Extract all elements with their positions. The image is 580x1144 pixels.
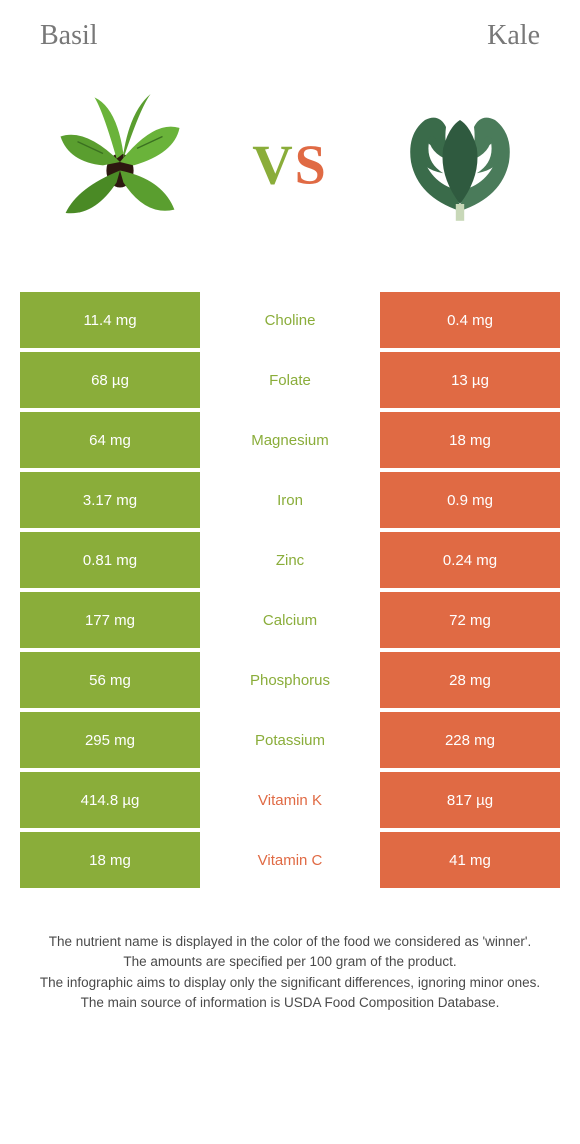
nutrient-label-cell: Vitamin K <box>200 772 380 828</box>
kale-image <box>370 72 550 252</box>
nutrient-label-cell: Calcium <box>200 592 380 648</box>
nutrient-table: 11.4 mgCholine0.4 mg68 µgFolate13 µg64 m… <box>0 292 580 888</box>
left-value-cell: 414.8 µg <box>20 772 200 828</box>
right-value-cell: 18 mg <box>380 412 560 468</box>
basil-image <box>30 72 210 252</box>
nutrient-label-cell: Potassium <box>200 712 380 768</box>
table-row: 295 mgPotassium228 mg <box>20 712 560 768</box>
left-value-cell: 56 mg <box>20 652 200 708</box>
footer-line-1: The nutrient name is displayed in the co… <box>30 932 550 952</box>
left-value-cell: 177 mg <box>20 592 200 648</box>
nutrient-label-cell: Choline <box>200 292 380 348</box>
header: Basil Kale <box>0 0 580 52</box>
table-row: 64 mgMagnesium18 mg <box>20 412 560 468</box>
left-value-cell: 64 mg <box>20 412 200 468</box>
footer-notes: The nutrient name is displayed in the co… <box>0 892 580 1043</box>
table-row: 56 mgPhosphorus28 mg <box>20 652 560 708</box>
footer-line-4: The main source of information is USDA F… <box>30 993 550 1013</box>
table-row: 11.4 mgCholine0.4 mg <box>20 292 560 348</box>
table-row: 177 mgCalcium72 mg <box>20 592 560 648</box>
left-food-title: Basil <box>40 20 98 52</box>
nutrient-label-cell: Zinc <box>200 532 380 588</box>
footer-line-2: The amounts are specified per 100 gram o… <box>30 952 550 972</box>
right-value-cell: 0.4 mg <box>380 292 560 348</box>
left-value-cell: 11.4 mg <box>20 292 200 348</box>
left-value-cell: 18 mg <box>20 832 200 888</box>
right-value-cell: 228 mg <box>380 712 560 768</box>
vs-v-letter: V <box>252 135 294 197</box>
left-value-cell: 295 mg <box>20 712 200 768</box>
vs-s-letter: S <box>295 135 328 197</box>
right-value-cell: 0.24 mg <box>380 532 560 588</box>
left-value-cell: 0.81 mg <box>20 532 200 588</box>
table-row: 18 mgVitamin C41 mg <box>20 832 560 888</box>
table-row: 0.81 mgZinc0.24 mg <box>20 532 560 588</box>
right-value-cell: 41 mg <box>380 832 560 888</box>
right-food-title: Kale <box>487 20 540 52</box>
left-value-cell: 68 µg <box>20 352 200 408</box>
right-value-cell: 0.9 mg <box>380 472 560 528</box>
nutrient-label-cell: Magnesium <box>200 412 380 468</box>
right-value-cell: 817 µg <box>380 772 560 828</box>
nutrient-label-cell: Iron <box>200 472 380 528</box>
vs-label: VS <box>252 134 328 198</box>
nutrient-label-cell: Vitamin C <box>200 832 380 888</box>
images-row: VS <box>0 52 580 292</box>
left-value-cell: 3.17 mg <box>20 472 200 528</box>
right-value-cell: 28 mg <box>380 652 560 708</box>
table-row: 68 µgFolate13 µg <box>20 352 560 408</box>
footer-line-3: The infographic aims to display only the… <box>30 973 550 993</box>
right-value-cell: 13 µg <box>380 352 560 408</box>
table-row: 414.8 µgVitamin K817 µg <box>20 772 560 828</box>
table-row: 3.17 mgIron0.9 mg <box>20 472 560 528</box>
nutrient-label-cell: Folate <box>200 352 380 408</box>
nutrient-label-cell: Phosphorus <box>200 652 380 708</box>
right-value-cell: 72 mg <box>380 592 560 648</box>
